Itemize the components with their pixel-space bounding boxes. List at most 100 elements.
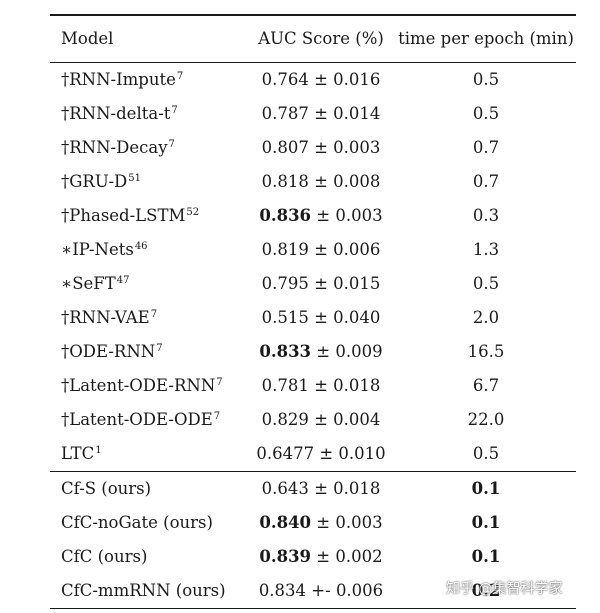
auc-cell: 0.6477 ± 0.010 <box>246 444 396 463</box>
time-cell: 1.3 <box>472 240 500 259</box>
bottom-rule <box>50 607 576 609</box>
model-name: †Phased-LSTM <box>61 206 186 225</box>
baseline-group: †RNN-Impute7 0.764 ± 0.016 0.5 †RNN-delta-t… <box>50 63 576 471</box>
auc-cell: 0.515 ± 0.040 <box>246 308 396 327</box>
auc-best-value: 0.833 <box>259 342 312 361</box>
auc-value: ± 0.009 <box>311 342 383 361</box>
model-name-cell: LTC1 <box>50 444 246 463</box>
auc-value: 0.834 +- 0.006 <box>258 581 384 600</box>
model-name-cell: ∗SeFT47 <box>50 274 246 293</box>
auc-value: 0.795 ± 0.015 <box>261 274 381 293</box>
model-name-cell: †Phased-LSTM52 <box>50 206 246 225</box>
model-name-cell: †RNN-Impute7 <box>50 70 246 89</box>
model-name-cell: †RNN-Decay7 <box>50 138 246 157</box>
model-name: †RNN-Decay <box>61 138 168 157</box>
top-rule <box>50 14 576 16</box>
model-name: †RNN-VAE <box>61 308 150 327</box>
time-cell: 22.0 <box>467 410 505 429</box>
auc-best-value: 0.839 <box>259 547 312 566</box>
citation-superscript: 46 <box>134 241 148 252</box>
table-row: †Phased-LSTM52 0.836 ± 0.003 0.3 <box>50 199 576 233</box>
model-name-cell: †Latent-ODE-RNN7 <box>50 376 246 395</box>
table-row: †GRU-D51 0.818 ± 0.008 0.7 <box>50 165 576 199</box>
citation-superscript: 7 <box>150 309 158 320</box>
auc-cell: 0.781 ± 0.018 <box>246 376 396 395</box>
header-auc: AUC Score (%) <box>258 29 384 48</box>
time-cell: 0.1 <box>471 479 501 498</box>
time-cell: 0.5 <box>472 444 500 463</box>
time-cell: 0.7 <box>472 138 500 157</box>
citation-superscript: 7 <box>171 105 178 116</box>
time-cell: 16.5 <box>467 342 505 361</box>
citation-superscript: 51 <box>128 173 142 184</box>
auc-value: 0.818 ± 0.008 <box>261 172 381 191</box>
auc-value: 0.781 ± 0.018 <box>261 376 381 395</box>
auc-value: 0.515 ± 0.040 <box>261 308 381 327</box>
citation-superscript: 47 <box>116 275 130 286</box>
time-cell: 0.5 <box>472 274 500 293</box>
auc-cell: 0.818 ± 0.008 <box>246 172 396 191</box>
auc-cell: 0.833 ± 0.009 <box>246 342 396 361</box>
model-name-cell: †RNN-VAE7 <box>50 308 246 327</box>
model-name: †ODE-RNN <box>61 342 156 361</box>
auc-cell: 0.787 ± 0.014 <box>246 104 396 123</box>
table-row: †RNN-delta-t7 0.787 ± 0.014 0.5 <box>50 97 576 131</box>
table-row: †Latent-ODE-ODE7 0.829 ± 0.004 22.0 <box>50 403 576 437</box>
time-cell: 0.2 <box>471 581 501 600</box>
time-cell: 0.5 <box>472 104 500 123</box>
model-name-cell: †GRU-D51 <box>50 172 246 191</box>
citation-superscript: 7 <box>156 343 163 354</box>
model-name: †RNN-Impute <box>61 70 176 89</box>
table-row: †Latent-ODE-RNN7 0.781 ± 0.018 6.7 <box>50 369 576 403</box>
model-name: LTC <box>61 444 95 463</box>
model-name-cell: †RNN-delta-t7 <box>50 104 246 123</box>
citation-superscript: 52 <box>186 207 200 218</box>
table-row: CfC (ours) 0.839 ± 0.002 0.1 <box>50 540 576 574</box>
ours-group: Cf-S (ours) 0.643 ± 0.018 0.1 CfC-noGate (o… <box>50 472 576 608</box>
time-cell: 0.3 <box>472 206 500 225</box>
auc-best-value: 0.836 <box>259 206 312 225</box>
model-name: †GRU-D <box>61 172 128 191</box>
auc-value: 0.643 ± 0.018 <box>261 479 381 498</box>
auc-value: 0.6477 ± 0.010 <box>256 444 386 463</box>
watermark-text: 知乎 @集智科学家 <box>446 581 563 597</box>
auc-value: 0.819 ± 0.006 <box>261 240 381 259</box>
time-cell: 0.5 <box>472 70 500 89</box>
model-name: †Latent-ODE-RNN <box>61 376 216 395</box>
auc-value: 0.787 ± 0.014 <box>261 104 381 123</box>
table-row: ∗SeFT47 0.795 ± 0.015 0.5 <box>50 267 576 301</box>
group-separator-rule <box>50 470 576 472</box>
table-row: †RNN-Decay7 0.807 ± 0.003 0.7 <box>50 131 576 165</box>
model-name-cell: †Latent-ODE-ODE7 <box>50 410 246 429</box>
table-row: CfC-noGate (ours) 0.840 ± 0.003 0.1 <box>50 506 576 540</box>
time-cell: 0.1 <box>471 513 501 532</box>
table-row: †RNN-VAE7 0.515 ± 0.040 2.0 <box>50 301 576 335</box>
auc-cell: 0.839 ± 0.002 <box>246 547 396 566</box>
results-table: Model AUC Score (%) time per epoch (min)… <box>50 14 576 609</box>
model-name-cell: CfC (ours) <box>50 547 246 566</box>
auc-cell: 0.764 ± 0.016 <box>246 70 396 89</box>
auc-value: 0.829 ± 0.004 <box>261 410 381 429</box>
auc-cell: 0.836 ± 0.003 <box>246 206 396 225</box>
citation-superscript: 7 <box>168 139 175 150</box>
time-cell: 0.7 <box>472 172 500 191</box>
auc-cell: 0.643 ± 0.018 <box>246 479 396 498</box>
model-name: CfC-mmRNN (ours) <box>61 581 226 600</box>
model-name: CfC-noGate (ours) <box>61 513 213 532</box>
time-cell: 0.1 <box>471 547 501 566</box>
model-name: ∗SeFT <box>61 274 116 293</box>
model-name: †RNN-delta-t <box>61 104 171 123</box>
model-name-cell: Cf-S (ours) <box>50 479 246 498</box>
table-row: †RNN-Impute7 0.764 ± 0.016 0.5 <box>50 63 576 97</box>
auc-cell: 0.829 ± 0.004 <box>246 410 396 429</box>
auc-best-value: 0.840 <box>259 513 312 532</box>
model-name: ∗IP-Nets <box>61 240 134 259</box>
citation-superscript: 7 <box>216 377 223 388</box>
table-row: LTC1 0.6477 ± 0.010 0.5 <box>50 437 576 471</box>
table-row: †ODE-RNN7 0.833 ± 0.009 16.5 <box>50 335 576 369</box>
table-header-row: Model AUC Score (%) time per epoch (min) <box>50 16 576 62</box>
model-name-cell: ∗IP-Nets46 <box>50 240 246 259</box>
auc-value: ± 0.003 <box>311 206 383 225</box>
model-name: CfC (ours) <box>61 547 148 566</box>
model-name-cell: CfC-mmRNN (ours) <box>50 581 246 600</box>
